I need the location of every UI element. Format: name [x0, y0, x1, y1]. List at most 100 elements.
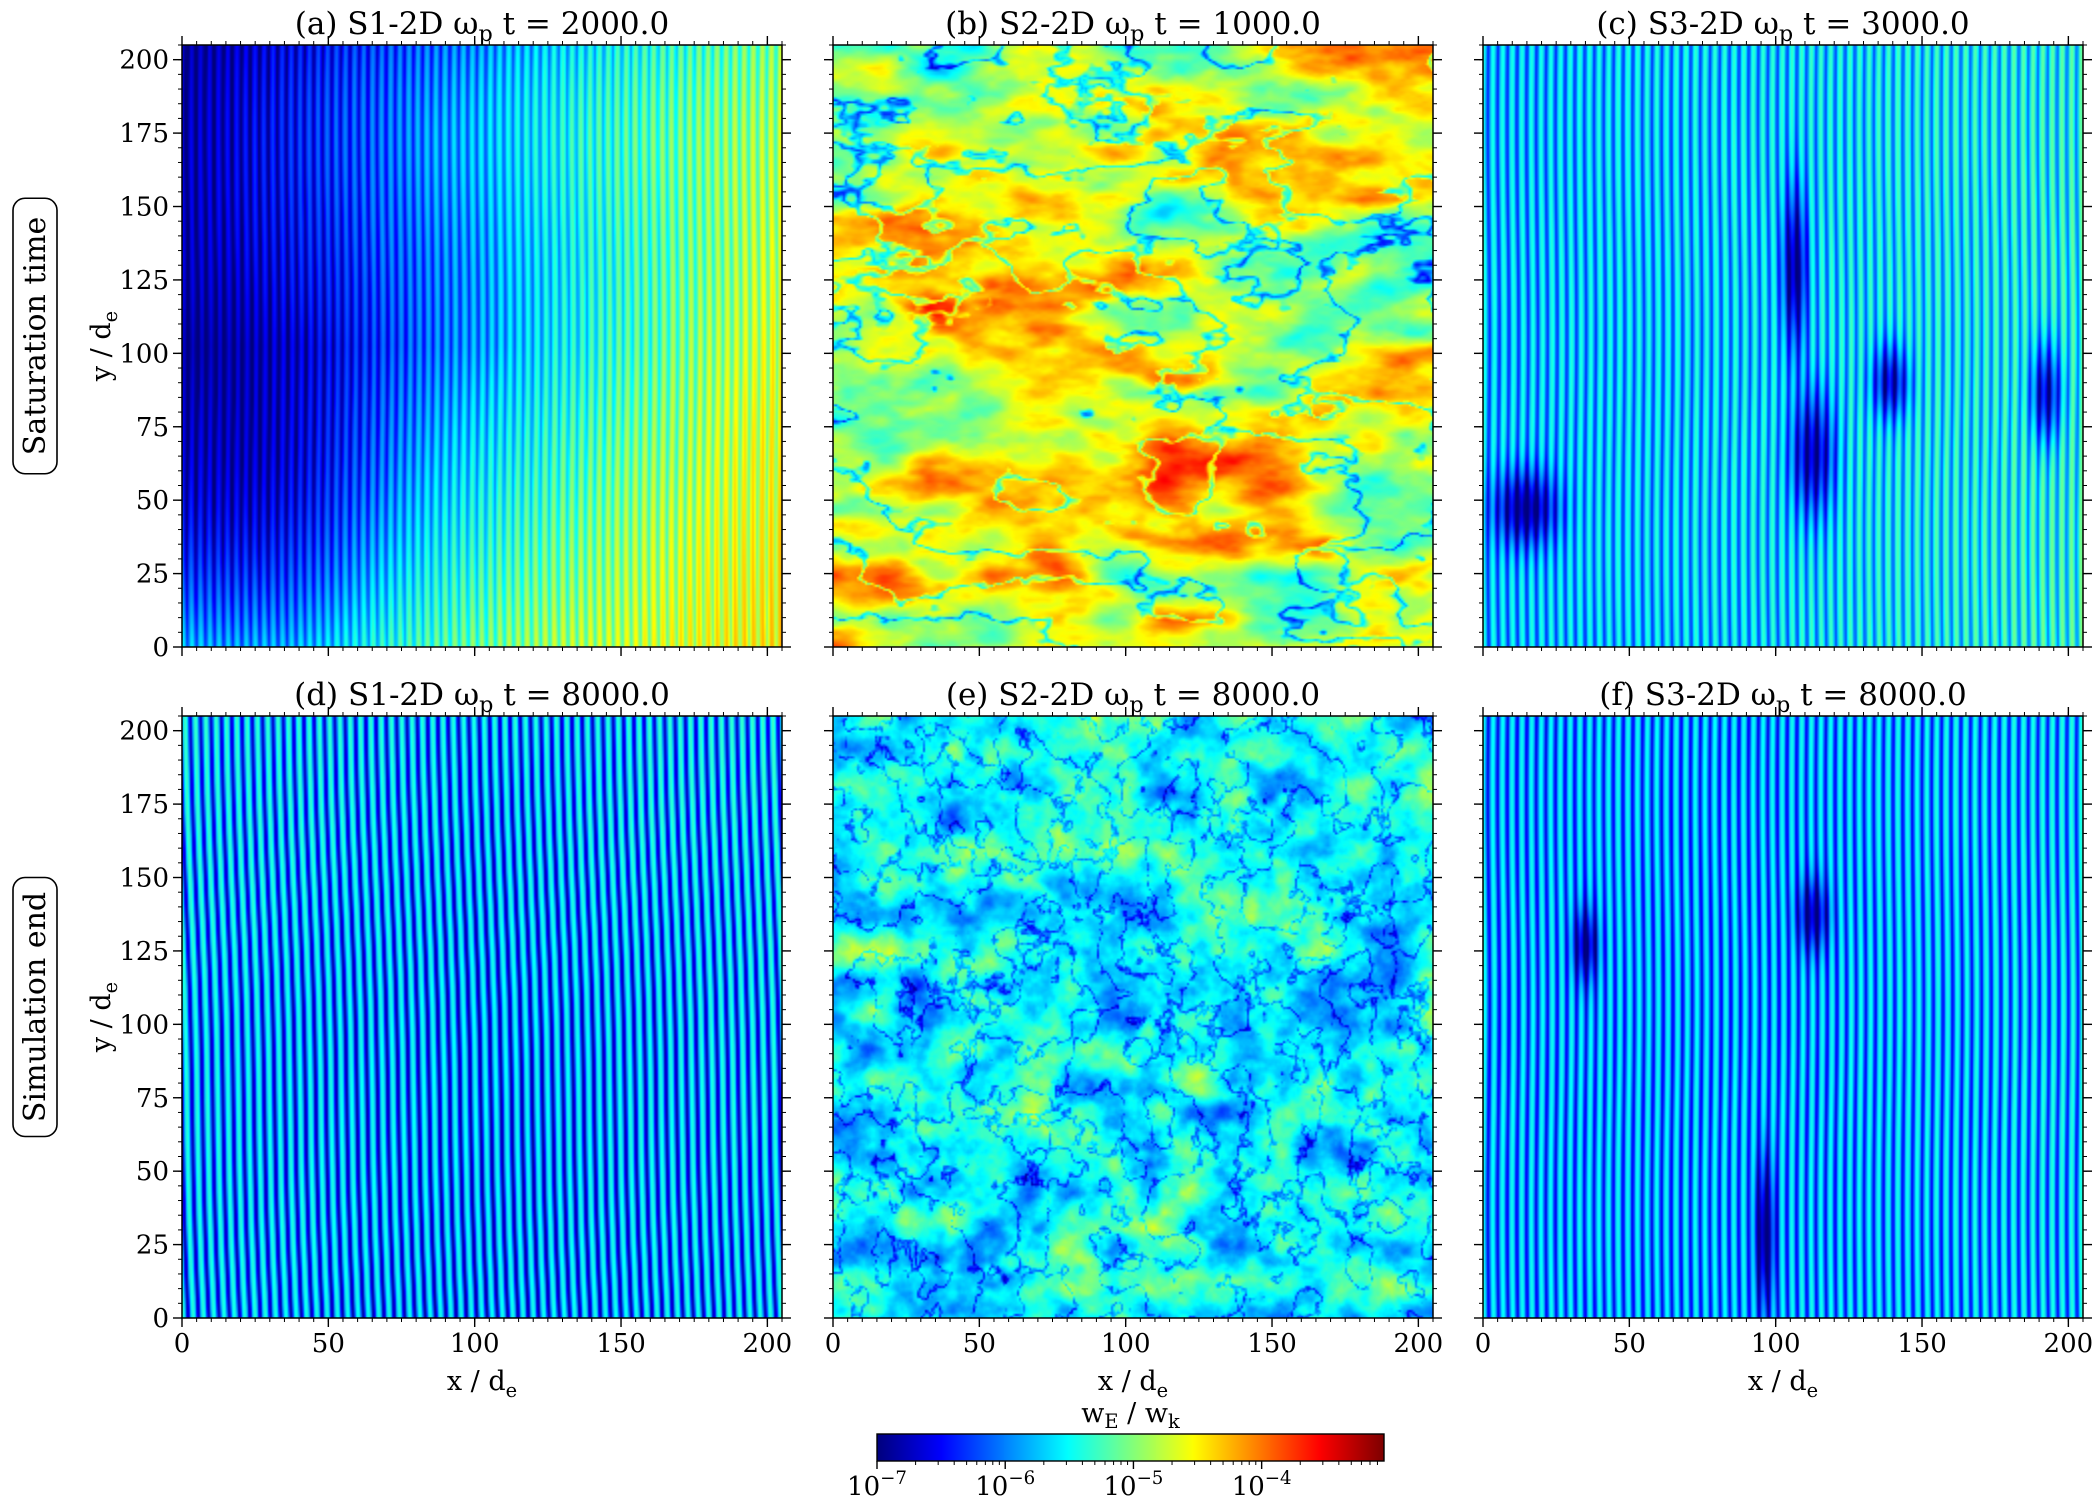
row-label-text: Saturation time — [18, 217, 53, 455]
axes-frame — [832, 44, 1434, 648]
colorbar-tick-exp: −5 — [1137, 1468, 1164, 1489]
y-tick-label: 200 — [119, 717, 169, 747]
row-label-box — [12, 876, 58, 1138]
x-axis-label-main: x / d — [1098, 1366, 1157, 1397]
panel-title-post: t = 8000.0 — [493, 677, 669, 713]
y-axis-label: y / de — [86, 982, 122, 1053]
panel-title-main: (f) S3-2D ω — [1599, 677, 1776, 713]
x-axis-label-main: x / d — [1748, 1366, 1807, 1397]
x-tick-label: 50 — [312, 1329, 345, 1359]
x-tick-label: 100 — [1751, 1329, 1801, 1359]
x-tick-label: 100 — [450, 1329, 500, 1359]
row-label-text: Simulation end — [18, 892, 53, 1122]
panel-title-main: (c) S3-2D ω — [1596, 6, 1779, 42]
panel-title-post: t = 1000.0 — [1144, 6, 1320, 42]
row-label-box — [12, 197, 58, 475]
panel-title-main: (a) S1-2D ω — [295, 6, 479, 42]
panel-title-sub: p — [1779, 21, 1793, 47]
x-tick-label: 0 — [1475, 1329, 1492, 1359]
y-tick-label: 200 — [119, 46, 169, 76]
x-tick-label: 150 — [1897, 1329, 1947, 1359]
y-tick-label: 0 — [152, 633, 169, 663]
row-label-2: Simulation end — [12, 876, 58, 1138]
x-axis-label: x / de — [1748, 1366, 1818, 1402]
panel-title-post: t = 3000.0 — [1793, 6, 1969, 42]
x-tick-label: 50 — [963, 1329, 996, 1359]
y-tick-label: 175 — [119, 119, 169, 149]
y-axis-label-main: y / d — [86, 322, 117, 382]
x-tick-label: 150 — [1247, 1329, 1297, 1359]
x-tick-label: 150 — [596, 1329, 646, 1359]
panel-title-post: t = 8000.0 — [1790, 677, 1966, 713]
panel-a: (a) S1-2D ωp t = 2000.0 0 25 50 75 100 125 150 1… — [86, 6, 791, 663]
y-tick-label: 75 — [136, 413, 169, 443]
panel-title-post: t = 8000.0 — [1144, 677, 1320, 713]
y-tick-label: 125 — [119, 266, 169, 296]
panel-e: (e) S2-2D ωp t = 8000.0 0 50 100 150 200 x / d… — [824, 677, 1443, 1402]
x-tick-label: 200 — [1394, 1329, 1444, 1359]
x-tick-label: 200 — [743, 1329, 793, 1359]
heatmap-image — [833, 45, 1433, 647]
panel-title: (b) S2-2D ωp t = 1000.0 — [945, 6, 1321, 47]
colorbar-tick-label: 10−6 — [975, 1468, 1035, 1496]
y-tick-label: 25 — [136, 1231, 169, 1261]
panel-d: (d) S1-2D ωp t = 8000.0 0 25 50 75 100 125 150 1… — [86, 677, 792, 1402]
x-axis-label-main: x / d — [447, 1366, 506, 1397]
colorbar-tick-exp: −4 — [1265, 1468, 1292, 1489]
colorbar-label-sub2: k — [1168, 1410, 1180, 1433]
y-tick-label: 0 — [152, 1304, 169, 1334]
y-axis-label-sub: e — [99, 982, 122, 994]
colorbar-tick-base: 10 — [975, 1472, 1008, 1496]
panel-title-main: (d) S1-2D ω — [294, 677, 479, 713]
x-tick-label: 100 — [1101, 1329, 1151, 1359]
panel-title-post: t = 2000.0 — [493, 6, 669, 42]
panel-b: (b) S2-2D ωp t = 1000.0 — [824, 6, 1442, 656]
panel-title-main: (b) S2-2D ω — [945, 6, 1130, 42]
panel-title-sub: p — [1130, 21, 1144, 47]
axes-frame — [1482, 44, 2084, 648]
colorbar-tick-label: 10−7 — [847, 1468, 907, 1496]
colorbar-tick-label: 10−4 — [1232, 1468, 1292, 1496]
y-tick-label: 100 — [119, 1010, 169, 1040]
y-tick-label: 75 — [136, 1084, 169, 1114]
colorbar-tick-base: 10 — [1103, 1472, 1136, 1496]
x-axis-label-sub: e — [506, 1379, 518, 1402]
row-label-1: Saturation time — [12, 197, 58, 475]
axes-frame — [181, 715, 783, 1319]
colorbar-tick-exp: −7 — [880, 1468, 907, 1489]
colorbar-tick-base: 10 — [847, 1472, 880, 1496]
y-axis-label-main: y / d — [86, 993, 117, 1053]
y-tick-label: 125 — [119, 937, 169, 967]
x-tick-label: 0 — [825, 1329, 842, 1359]
axes-frame — [832, 715, 1434, 1319]
colorbar-tick-base: 10 — [1232, 1472, 1265, 1496]
y-tick-label: 150 — [119, 864, 169, 894]
axes-frame — [1482, 715, 2084, 1319]
axes-frame — [181, 44, 783, 648]
heatmap-image — [182, 45, 782, 647]
x-tick-label: 200 — [2044, 1329, 2094, 1359]
y-tick-label: 25 — [136, 560, 169, 590]
panel-title-sub: p — [1776, 692, 1790, 718]
colorbar-label-main: w — [1081, 1398, 1104, 1429]
x-axis-label-sub: e — [1807, 1379, 1819, 1402]
panel-title: (c) S3-2D ωp t = 3000.0 — [1596, 6, 1969, 47]
panel-title: (d) S1-2D ωp t = 8000.0 — [294, 677, 670, 718]
colorbar-frame — [876, 1433, 1385, 1462]
y-axis-label-sub: e — [99, 311, 122, 323]
y-tick-label: 50 — [136, 1157, 169, 1187]
panel-title: (a) S1-2D ωp t = 2000.0 — [295, 6, 669, 47]
x-axis-label-sub: e — [1157, 1379, 1169, 1402]
panel-title: (e) S2-2D ωp t = 8000.0 — [946, 677, 1320, 718]
heatmap-image — [1483, 716, 2083, 1318]
panel-c: (c) S3-2D ωp t = 3000.0 — [1474, 6, 2092, 656]
panel-title-sub: p — [478, 21, 492, 47]
x-tick-label: 0 — [174, 1329, 191, 1359]
colorbar-label-sub1: E — [1104, 1410, 1118, 1433]
panel-f: (f) S3-2D ωp t = 8000.0 0 50 100 150 200 x / d… — [1474, 677, 2093, 1402]
x-tick-label: 50 — [1613, 1329, 1646, 1359]
y-tick-label: 175 — [119, 790, 169, 820]
panel-title-sub: p — [479, 692, 493, 718]
